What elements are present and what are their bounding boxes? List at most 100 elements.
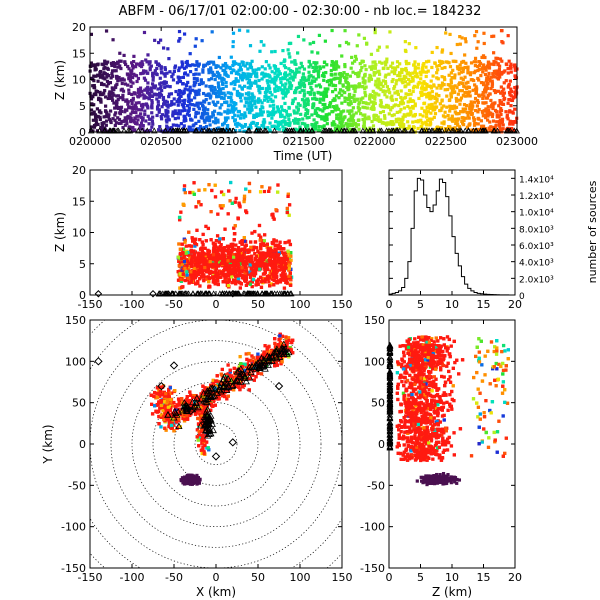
time-height-source (283, 115, 287, 119)
time-height-source (359, 97, 363, 101)
time-height-source (195, 102, 199, 106)
time-height-source (195, 77, 199, 81)
x-height-source (196, 272, 200, 277)
time-height-source (163, 129, 167, 133)
time-height-source (325, 89, 329, 93)
time-height-source (146, 81, 150, 85)
time-height-source (298, 125, 302, 129)
time-height-source (131, 81, 135, 85)
time-height-source (359, 112, 363, 116)
time-height-source (173, 116, 177, 121)
time-height-source (110, 61, 114, 66)
x-height-sources (176, 180, 294, 290)
time-height-source (276, 120, 281, 124)
time-height-source (311, 104, 316, 108)
time-height-source (475, 98, 480, 103)
time-height-source (425, 112, 429, 116)
x-height-source (288, 242, 293, 247)
time-height-source (432, 105, 436, 109)
ground-marker (420, 127, 428, 134)
x-height-source (234, 196, 238, 201)
time-height-source (384, 81, 388, 86)
ground-marker (302, 127, 309, 134)
time-height-source (303, 76, 307, 80)
time-height-source (136, 90, 141, 95)
ground-marker (151, 127, 158, 134)
x-height-source (178, 261, 183, 265)
time-height-source (149, 64, 153, 68)
time-height-source (128, 78, 132, 83)
time-height-source (254, 81, 258, 85)
time-height-source (197, 92, 201, 96)
time-height-source (200, 103, 205, 108)
time-height-source (465, 104, 469, 108)
time-height-source (170, 126, 174, 130)
time-height-source (142, 76, 146, 80)
time-height-source (98, 98, 103, 103)
time-height-source (100, 73, 105, 77)
time-height-source (507, 110, 511, 114)
time-height-source (126, 114, 130, 119)
time-height-source (310, 113, 314, 117)
x-height-source (228, 268, 233, 272)
time-height-source (126, 100, 130, 104)
time-height-source (271, 113, 275, 117)
time-height-source (276, 108, 280, 112)
time-height-source (280, 91, 284, 95)
x-height-source (209, 238, 213, 242)
time-height-source (433, 101, 437, 105)
time-height-source (363, 106, 367, 110)
x-height-source (251, 248, 255, 252)
time-height-source (116, 106, 121, 111)
time-height-source (373, 83, 378, 87)
time-height-source (415, 75, 420, 79)
time-height-source (246, 81, 250, 85)
time-height-source (382, 114, 387, 118)
ground-marker (115, 127, 122, 134)
time-height-source (229, 71, 234, 75)
time-height-source (343, 99, 347, 103)
time-height-source (268, 111, 272, 115)
time-height-source (474, 91, 478, 95)
time-height-source (115, 101, 119, 105)
time-height-source (392, 122, 396, 126)
x-height-source (219, 243, 223, 247)
time-height-source (377, 72, 382, 76)
time-height-source (256, 84, 260, 88)
time-height-source (422, 101, 426, 106)
time-height-source (230, 107, 234, 112)
x-height-source (249, 240, 253, 244)
time-height-source (274, 120, 278, 124)
time-height-source (131, 105, 136, 109)
time-height-source (339, 113, 343, 117)
time-height-source (113, 85, 118, 90)
time-height-source (131, 75, 135, 80)
time-height-source (350, 55, 354, 59)
x-height-source (227, 244, 231, 248)
time-height-source (302, 83, 307, 88)
time-height-source (188, 52, 192, 56)
time-height-source (396, 73, 400, 78)
time-height-source (240, 87, 245, 91)
time-height-source (188, 85, 192, 89)
time-height-source (224, 119, 228, 123)
x-height-source (206, 259, 211, 264)
time-height-source (126, 64, 130, 69)
time-height-source (199, 78, 203, 82)
time-height-source (475, 87, 479, 91)
time-height-source (285, 122, 289, 126)
time-height-source (137, 62, 141, 66)
time-height-source (166, 109, 170, 113)
y-tick-label: 15 (72, 47, 86, 60)
time-height-source (433, 112, 438, 116)
time-height-source (204, 97, 208, 102)
time-height-source (247, 126, 251, 130)
time-height-source (400, 124, 404, 129)
time-height-source (373, 71, 378, 75)
time-height-source (380, 105, 384, 109)
time-height-source (246, 86, 250, 90)
time-height-source (458, 35, 462, 39)
time-height-source (454, 117, 458, 121)
time-height-source (434, 92, 439, 96)
time-height-source (330, 63, 334, 67)
